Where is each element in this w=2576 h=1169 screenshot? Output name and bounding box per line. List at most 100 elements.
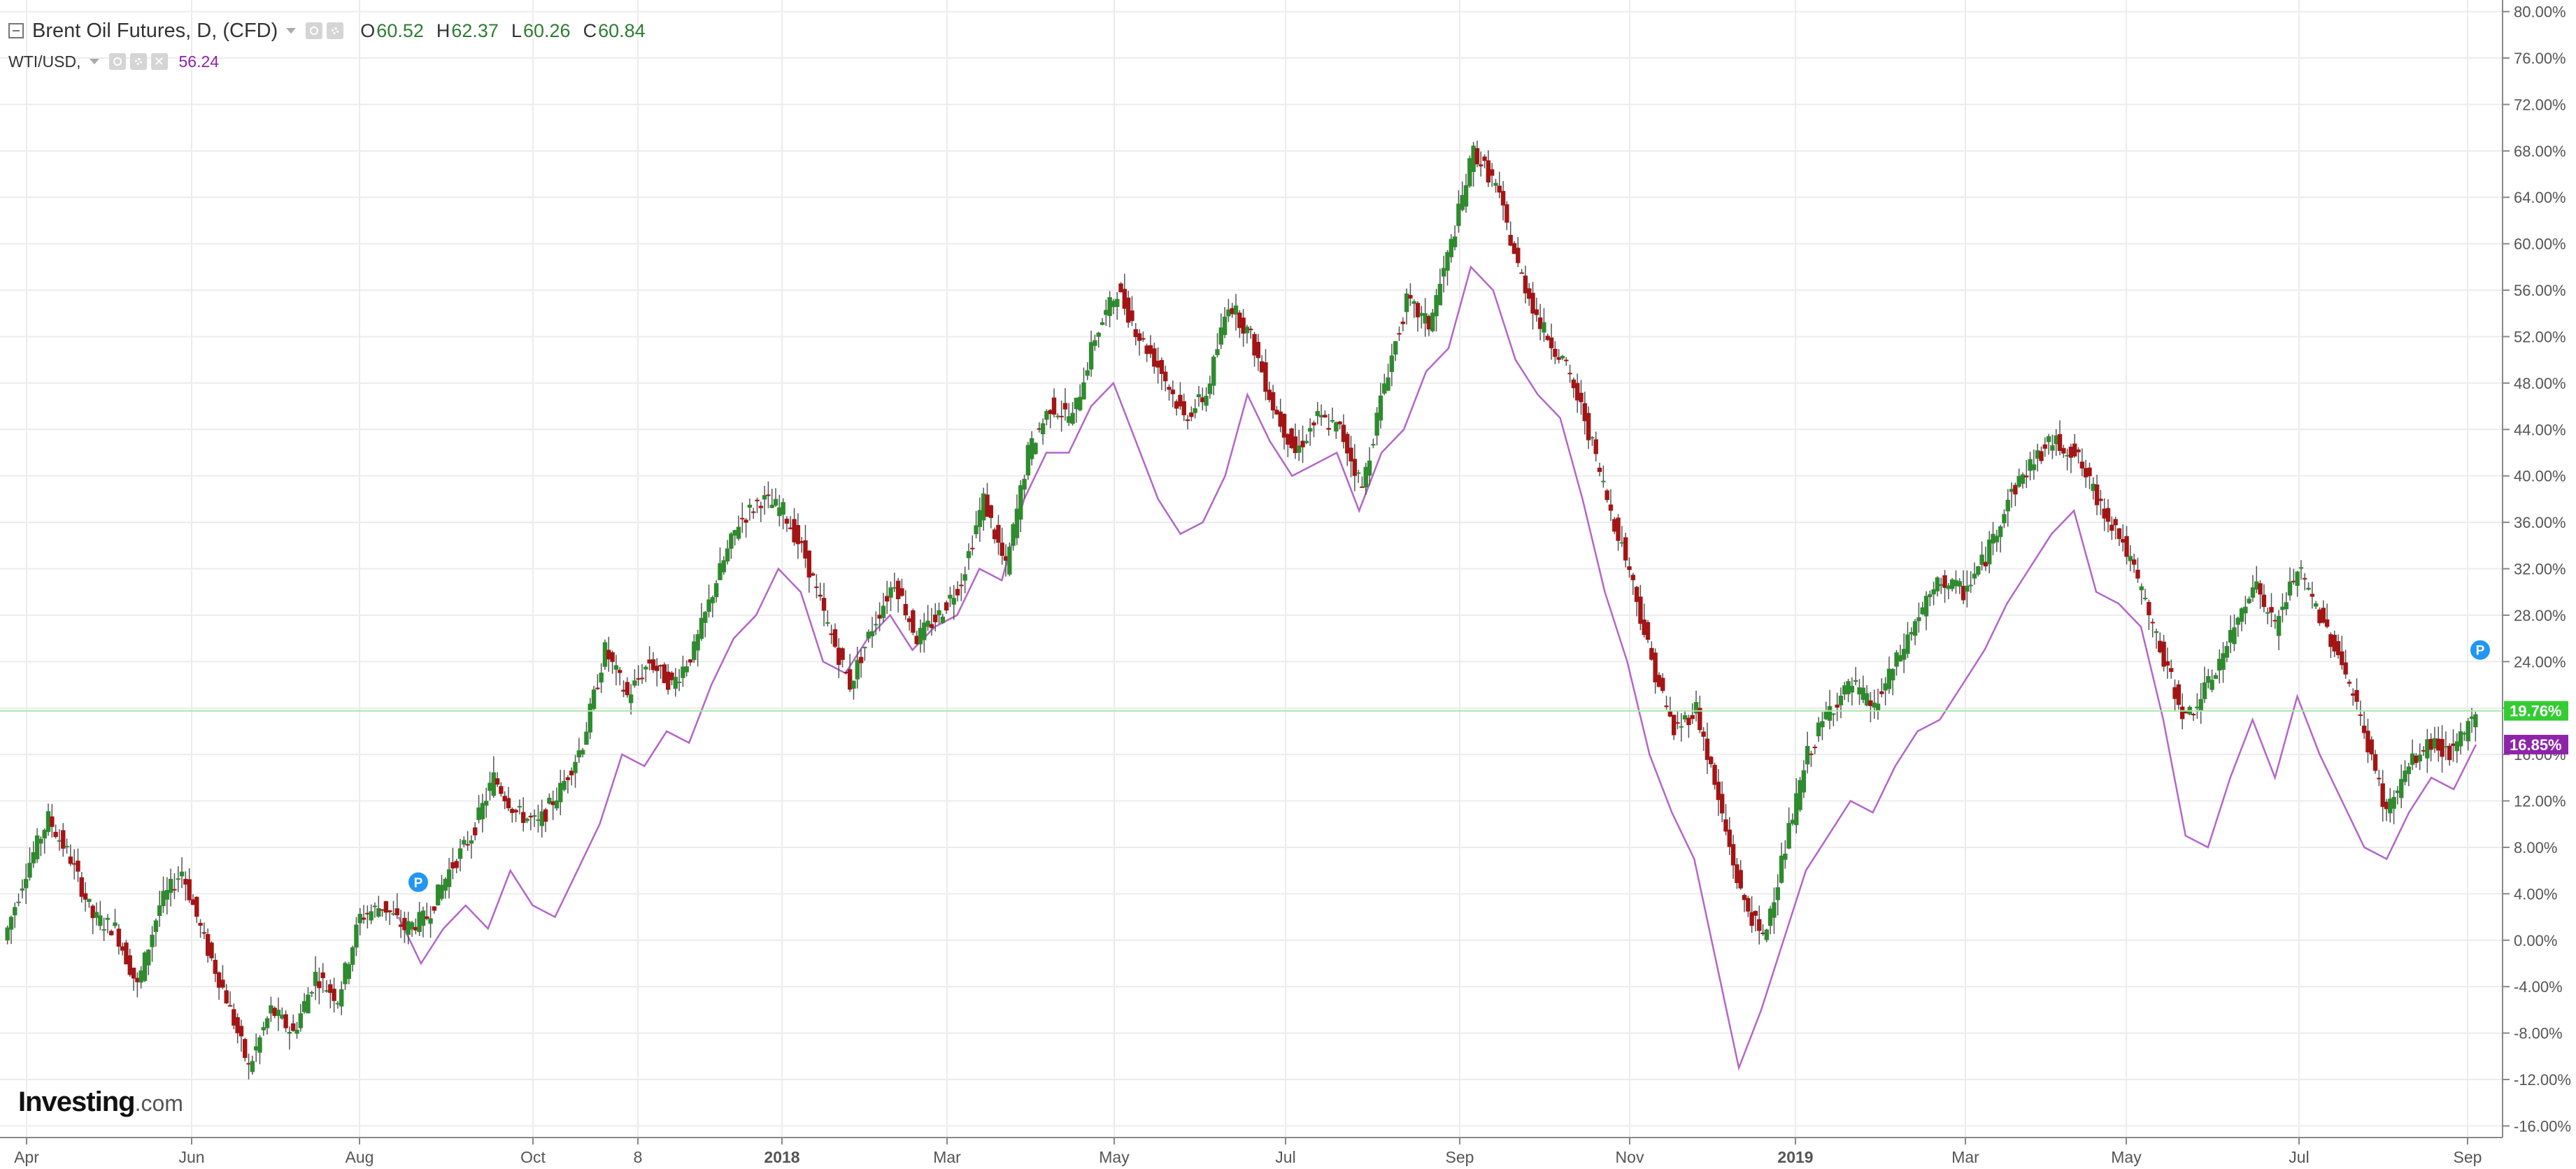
candle-down (1809, 753, 1814, 755)
eye-icon[interactable] (306, 22, 323, 39)
candle-up (435, 884, 441, 905)
candle-down (2317, 609, 2322, 624)
candle-up (2284, 602, 2289, 610)
candle-down (1760, 932, 1765, 934)
candle-down (1634, 587, 1639, 602)
symbol-title[interactable]: Brent Oil Futures, D, (CFD) (32, 19, 278, 42)
candle-up (1104, 310, 1109, 315)
candle-up (681, 666, 685, 678)
event-marker[interactable] (2470, 640, 2490, 660)
candle-down (1675, 722, 1680, 724)
candle-down (365, 912, 370, 915)
y-tick-label: 8.00% (2514, 839, 2557, 856)
candle-up (250, 1061, 255, 1073)
compare-symbol[interactable]: WTI/USD, (8, 52, 81, 71)
candle-down (135, 977, 140, 982)
candle-up (2142, 597, 2148, 599)
chevron-down-icon[interactable] (89, 59, 99, 64)
candle-up (1998, 526, 2003, 538)
candle-up (1679, 726, 1684, 728)
candle-up (105, 917, 111, 920)
eye-icon[interactable] (108, 53, 126, 70)
y-tick-label: 0.00% (2514, 932, 2557, 949)
candle-down (810, 573, 816, 576)
candle-up (673, 677, 678, 689)
gear-icon[interactable] (129, 53, 147, 70)
candle-up (1987, 539, 1992, 565)
candle-up (2473, 714, 2478, 728)
candle-up (576, 750, 582, 758)
candle-down (1185, 419, 1190, 422)
low-key: L (511, 20, 522, 41)
candle-up (2391, 796, 2396, 809)
close-icon[interactable] (150, 53, 168, 70)
candle-up (1389, 355, 1395, 373)
candle-up (439, 884, 444, 899)
candle-down (2361, 725, 2367, 733)
event-marker-label: P (414, 876, 423, 891)
y-tick-label: 32.00% (2514, 561, 2566, 578)
candle-down (328, 984, 333, 994)
candle-down (914, 636, 919, 645)
collapse-icon[interactable] (8, 23, 24, 38)
candle-down (543, 809, 548, 822)
candle-down (1879, 691, 1884, 694)
candle-down (2377, 777, 2382, 780)
chevron-down-icon[interactable] (286, 28, 297, 34)
y-tick-label: 72.00% (2514, 96, 2566, 113)
event-marker[interactable] (408, 872, 428, 892)
grid-lines (0, 0, 2503, 1138)
candle-down (1835, 704, 1840, 708)
candle-down (2328, 634, 2333, 647)
candle-down (799, 540, 804, 543)
candle-down (1742, 895, 1747, 901)
candle-up (588, 703, 592, 733)
candle-up (2046, 436, 2051, 443)
candle-down (2079, 461, 2085, 469)
candle-down (2380, 783, 2385, 808)
candle-down (832, 629, 838, 647)
candle-down (506, 798, 511, 809)
candle-down (1133, 329, 1138, 338)
candle-up (294, 1029, 299, 1034)
candle-down (2087, 467, 2092, 477)
candle-up (981, 493, 986, 521)
candle-up (1318, 415, 1324, 417)
open-key: O (360, 20, 376, 41)
candle-down (2169, 668, 2174, 672)
candle-down (2440, 739, 2445, 757)
candle-down (1597, 467, 1602, 473)
candle-up (517, 805, 522, 808)
wti-price-tag (2504, 735, 2568, 755)
candle-up (1601, 480, 1606, 482)
candle-down (840, 648, 845, 660)
candle-down (899, 588, 904, 596)
candle-down (332, 989, 336, 1001)
candle-down (1274, 410, 1279, 415)
candle-down (565, 777, 571, 780)
candle-up (1783, 853, 1788, 860)
candle-down (2131, 559, 2137, 565)
candle-up (1883, 683, 1888, 691)
candle-down (220, 980, 225, 988)
candle-up (1493, 182, 1498, 186)
candle-down (2421, 750, 2426, 752)
candle-up (1928, 594, 1933, 598)
candle-up (632, 680, 637, 686)
candle-up (101, 929, 106, 931)
candle-down (885, 596, 890, 602)
candle-up (357, 913, 362, 924)
candle-down (1753, 910, 1758, 916)
gear-icon[interactable] (327, 22, 344, 39)
candle-up (1853, 680, 1858, 682)
candle-up (491, 772, 496, 796)
candle-up (2050, 445, 2055, 451)
candle-up (1682, 715, 1688, 720)
candle-down (895, 580, 901, 599)
candle-down (394, 908, 400, 916)
candle-up (825, 622, 830, 624)
open-value: 60.52 (376, 20, 424, 41)
candle-up (948, 594, 953, 599)
candle-up (42, 829, 47, 839)
